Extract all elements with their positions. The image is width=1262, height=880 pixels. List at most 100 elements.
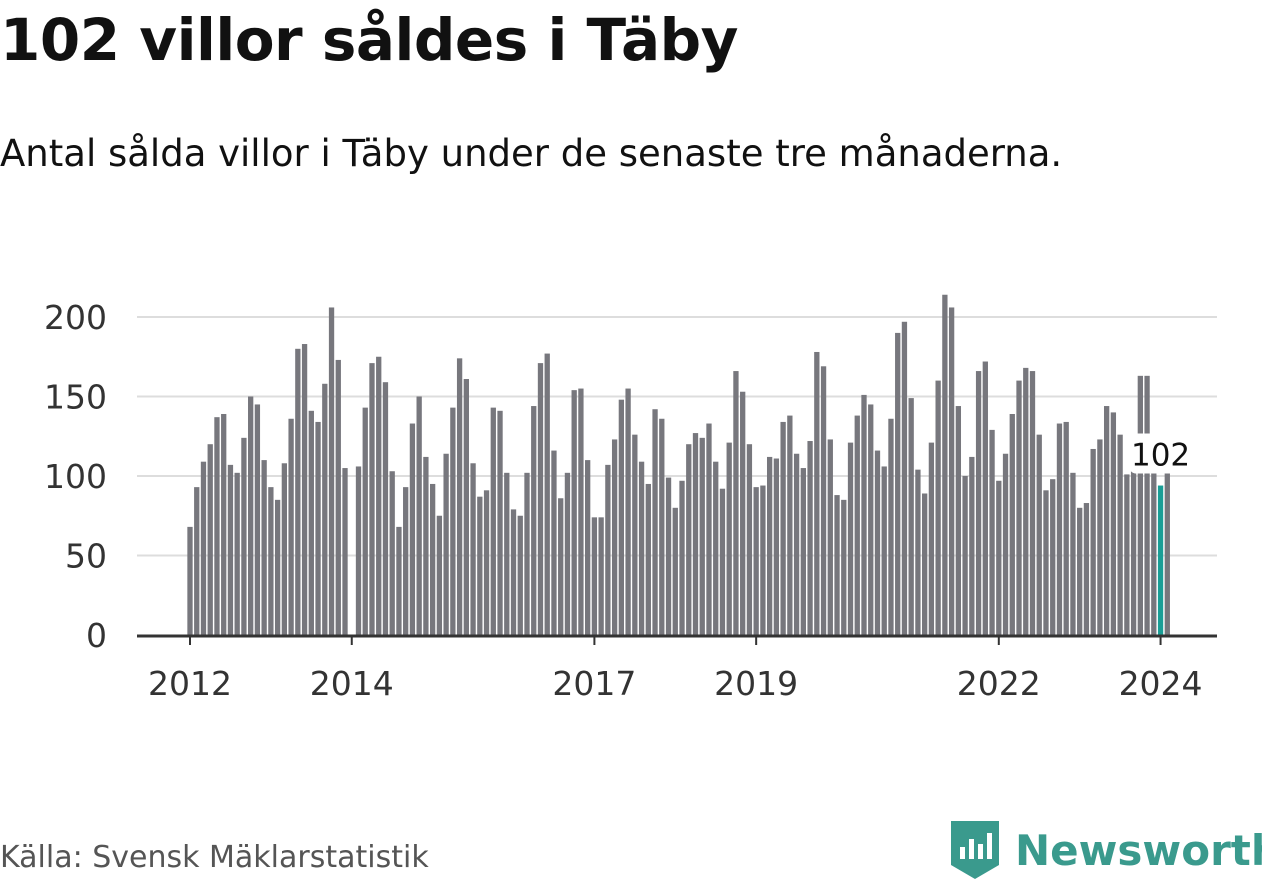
bar bbox=[969, 456, 975, 635]
bar bbox=[1029, 371, 1036, 635]
bar bbox=[1164, 472, 1170, 635]
bar bbox=[922, 493, 928, 635]
bar bbox=[187, 526, 193, 635]
bar bbox=[403, 487, 409, 635]
y-tick-label: 50 bbox=[65, 537, 107, 576]
bar bbox=[726, 442, 732, 635]
bar bbox=[740, 391, 746, 635]
bar bbox=[200, 461, 207, 635]
bar bbox=[1043, 490, 1049, 635]
y-tick-label: 200 bbox=[44, 298, 107, 337]
bar bbox=[766, 456, 773, 635]
annotation: 102 bbox=[1128, 433, 1193, 474]
bar bbox=[955, 406, 962, 635]
bar bbox=[1009, 413, 1015, 635]
bar bbox=[531, 406, 537, 635]
bar bbox=[429, 483, 436, 635]
bar bbox=[456, 358, 463, 635]
bar bbox=[982, 361, 988, 635]
bar bbox=[254, 404, 261, 635]
bar bbox=[1023, 367, 1029, 635]
bar bbox=[328, 307, 335, 635]
x-tick-label: 2012 bbox=[148, 664, 232, 703]
bar bbox=[578, 388, 584, 635]
bar bbox=[1056, 423, 1063, 635]
bar bbox=[861, 394, 867, 635]
bar bbox=[611, 439, 618, 635]
bar bbox=[274, 499, 281, 635]
bar bbox=[713, 461, 719, 635]
y-axis-labels: 0 50 100 150 200 bbox=[44, 298, 107, 655]
bar bbox=[241, 437, 247, 635]
x-tick-label: 2017 bbox=[552, 664, 636, 703]
bar bbox=[551, 450, 557, 635]
bar bbox=[227, 464, 234, 635]
bar bbox=[645, 483, 651, 635]
bar bbox=[773, 458, 780, 635]
bar bbox=[1090, 448, 1096, 635]
bars bbox=[187, 294, 1170, 635]
bar bbox=[322, 383, 328, 635]
newsworthy-icon bbox=[951, 821, 999, 879]
bar bbox=[827, 439, 833, 635]
x-tick-label: 2014 bbox=[310, 664, 394, 703]
y-tick-label: 100 bbox=[44, 457, 107, 496]
bar bbox=[288, 418, 294, 635]
bar bbox=[962, 476, 968, 635]
bar bbox=[706, 423, 712, 635]
bar bbox=[996, 480, 1002, 635]
bar bbox=[1016, 380, 1022, 635]
bar bbox=[463, 379, 469, 635]
bar bbox=[1036, 434, 1042, 635]
bar bbox=[692, 433, 699, 635]
bar bbox=[719, 488, 726, 635]
bar bbox=[618, 399, 625, 635]
bar bbox=[409, 423, 416, 635]
x-tick-label: 2022 bbox=[957, 664, 1041, 703]
bar bbox=[746, 444, 753, 635]
bar bbox=[214, 417, 220, 635]
bar bbox=[632, 434, 638, 635]
bar bbox=[1083, 503, 1090, 635]
bar bbox=[510, 509, 517, 635]
bar bbox=[652, 409, 658, 635]
bar bbox=[1063, 421, 1069, 635]
bar bbox=[301, 344, 308, 635]
bar bbox=[874, 450, 881, 635]
bar bbox=[281, 463, 288, 635]
bar bbox=[342, 468, 348, 635]
bar bbox=[544, 353, 550, 635]
bar bbox=[564, 472, 571, 635]
y-tick-label: 150 bbox=[44, 378, 107, 417]
bar bbox=[787, 415, 793, 635]
bar bbox=[679, 480, 685, 635]
bar-highlight bbox=[1157, 485, 1164, 635]
bar bbox=[194, 487, 200, 635]
bar bbox=[423, 456, 429, 635]
bar bbox=[854, 415, 860, 635]
bar bbox=[1097, 439, 1103, 635]
bar bbox=[793, 453, 800, 635]
bar bbox=[558, 498, 564, 635]
bar bbox=[416, 396, 422, 635]
bar bbox=[1124, 474, 1130, 635]
bar bbox=[659, 418, 665, 635]
bar bbox=[975, 371, 982, 635]
newsworthy-logo: Newsworthy bbox=[951, 820, 1262, 880]
bar bbox=[477, 496, 483, 635]
bar bbox=[315, 421, 321, 635]
bar bbox=[1130, 455, 1137, 635]
x-axis-labels: 2012 2014 2017 2019 2022 2024 bbox=[148, 664, 1203, 703]
bar bbox=[1117, 434, 1123, 635]
bar bbox=[760, 485, 766, 635]
bar bbox=[1002, 453, 1009, 635]
bar bbox=[948, 307, 955, 635]
bar bbox=[814, 351, 820, 635]
bar bbox=[450, 407, 456, 635]
bar bbox=[989, 429, 995, 635]
bar bbox=[847, 442, 854, 635]
bar bbox=[915, 469, 921, 635]
chart-title: 102 villor såldes i Täby bbox=[0, 6, 738, 74]
bar bbox=[591, 517, 598, 635]
bar bbox=[362, 407, 368, 635]
